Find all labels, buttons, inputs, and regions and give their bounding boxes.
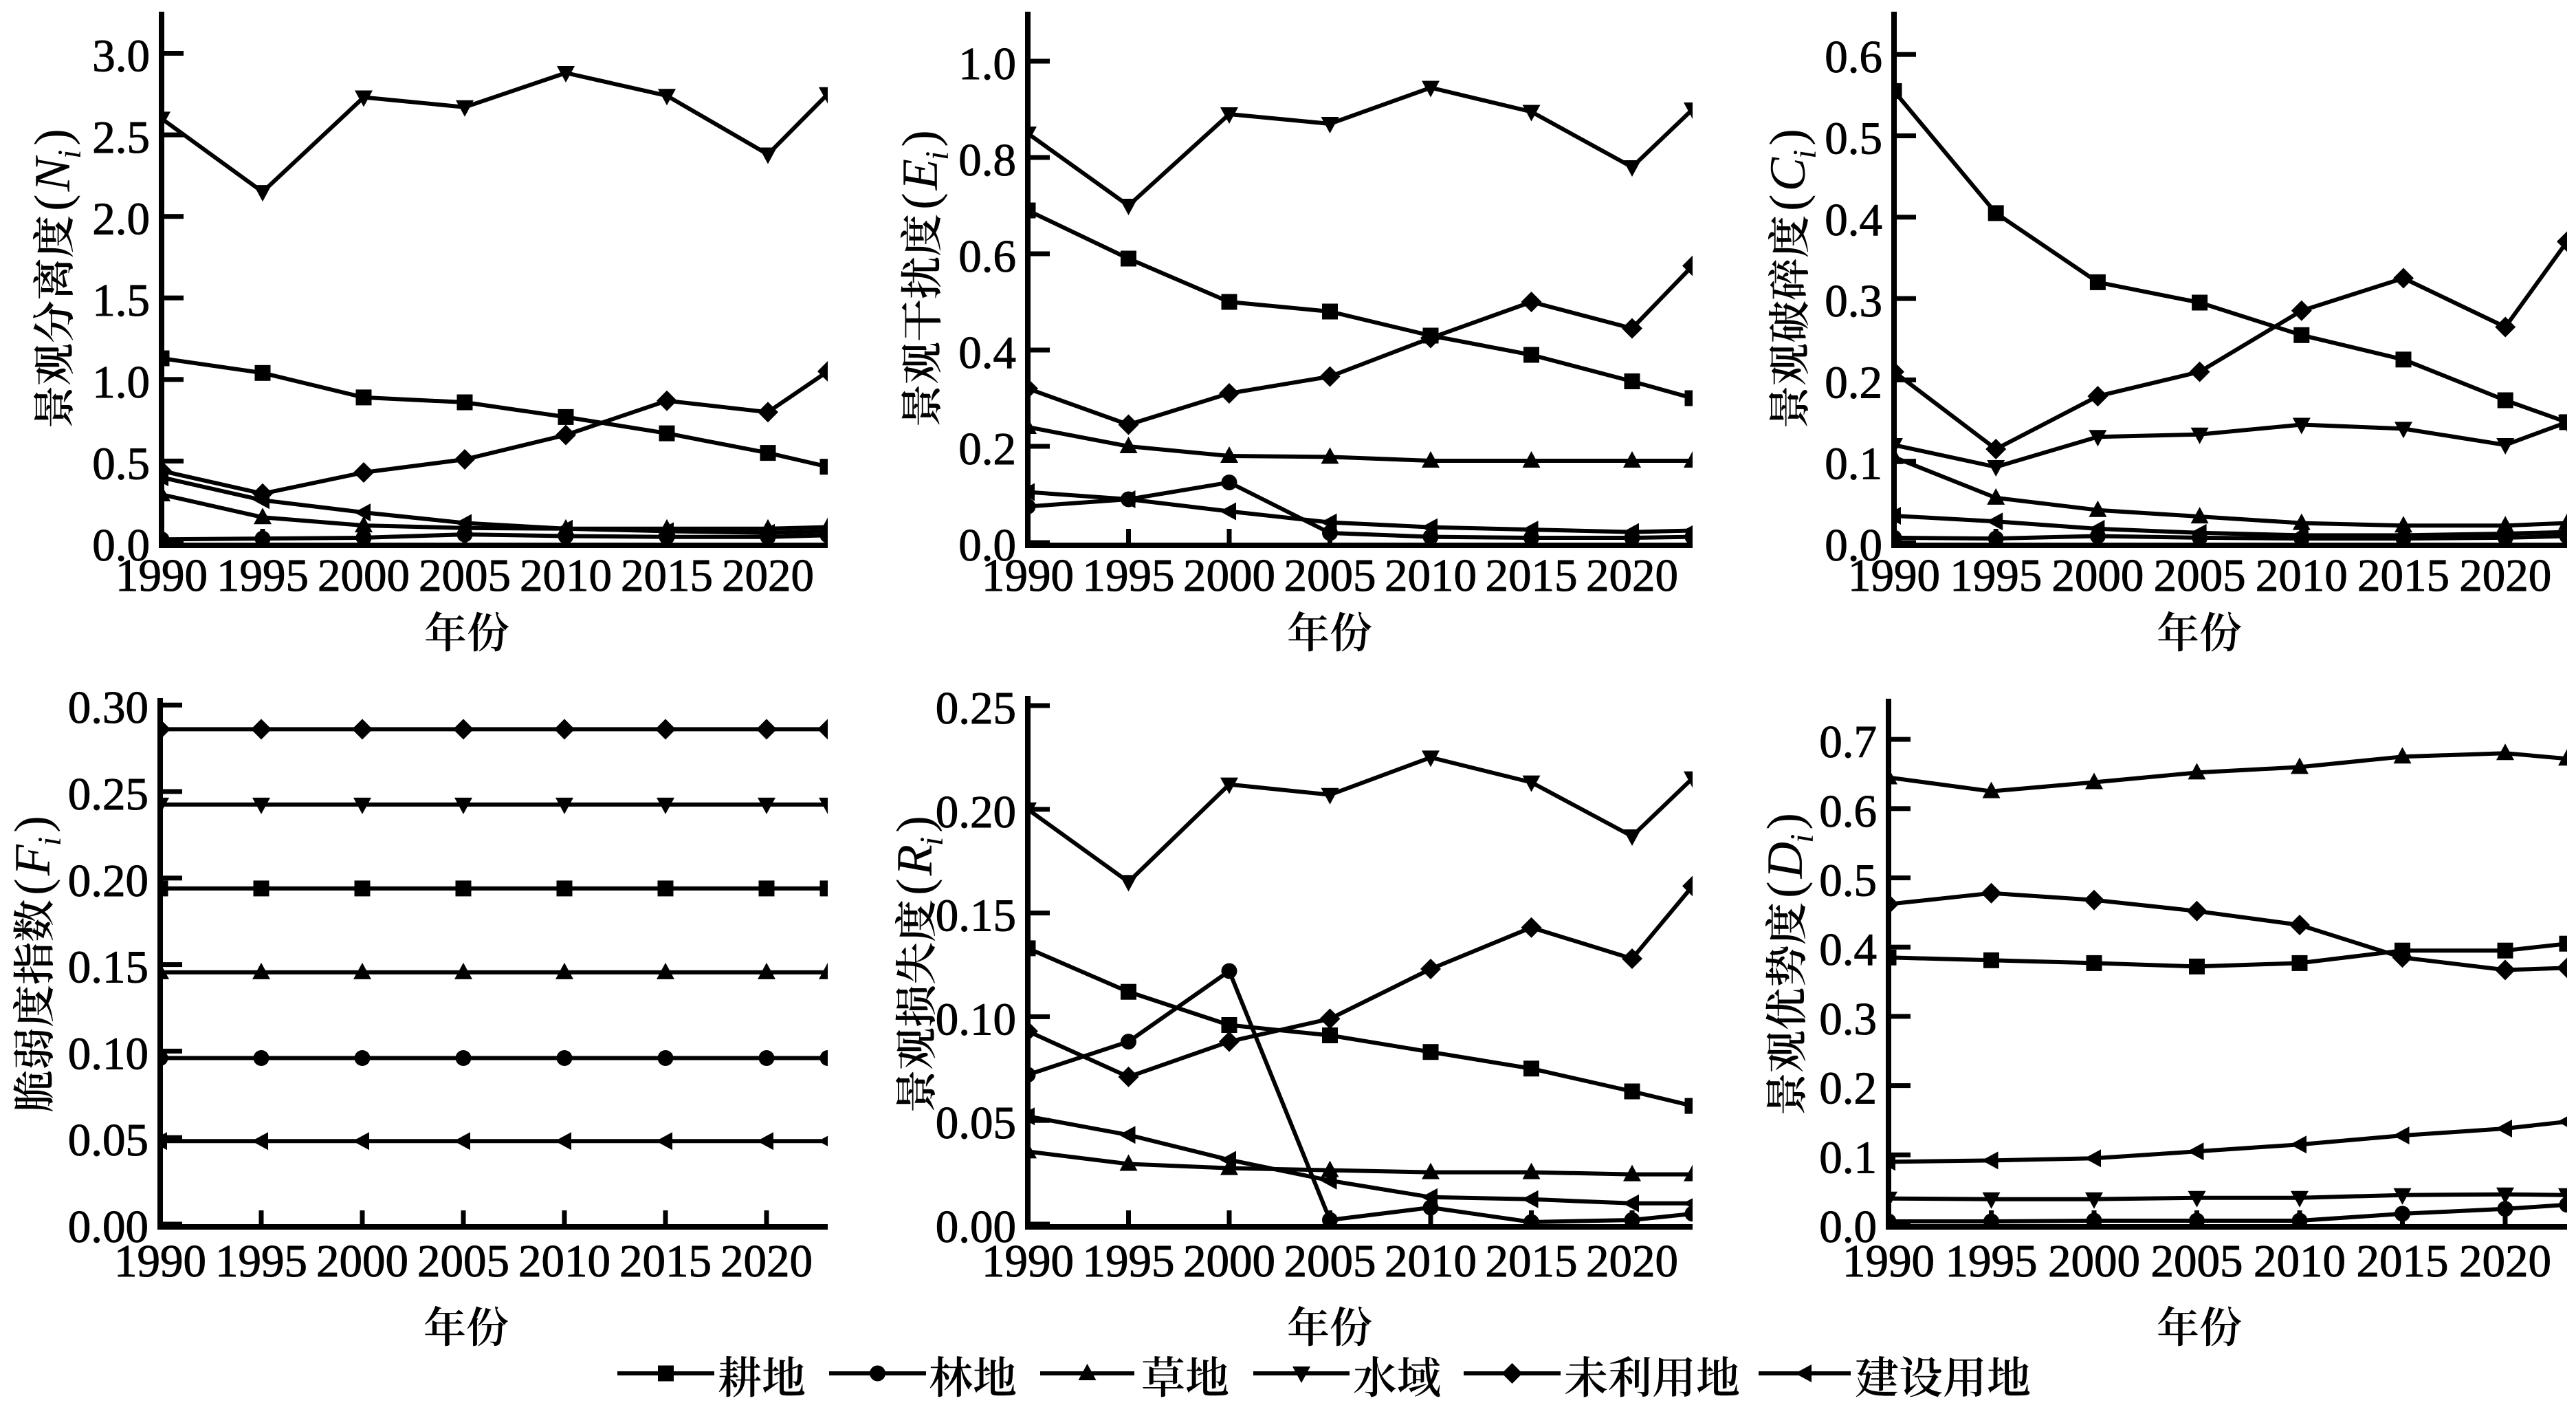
svg-text:0.0: 0.0: [1819, 1201, 1877, 1252]
svg-text:2010: 2010: [2256, 550, 2348, 601]
svg-text:2015: 2015: [619, 1236, 712, 1287]
svg-text:0.15: 0.15: [68, 942, 148, 993]
svg-text:1995: 1995: [1950, 550, 2042, 601]
svg-text:1.5: 1.5: [92, 275, 150, 326]
svg-text:2000: 2000: [2048, 1236, 2140, 1287]
svg-text:0.2: 0.2: [958, 424, 1016, 475]
svg-text:0.10: 0.10: [936, 994, 1016, 1045]
svg-text:2020: 2020: [722, 550, 814, 601]
svg-text:0.3: 0.3: [1819, 994, 1877, 1045]
svg-text:0.1: 0.1: [1819, 1132, 1877, 1183]
svg-text:0.5: 0.5: [92, 438, 150, 489]
svg-text:2020: 2020: [2459, 550, 2551, 601]
svg-text:0.3: 0.3: [1825, 276, 1882, 327]
svg-text:0.10: 0.10: [68, 1028, 148, 1079]
svg-text:0.05: 0.05: [936, 1098, 1016, 1148]
svg-text:0.05: 0.05: [68, 1115, 148, 1166]
svg-text:2005: 2005: [2154, 550, 2246, 601]
svg-text:1990: 1990: [1842, 1236, 1935, 1287]
svg-text:2020: 2020: [1586, 550, 1678, 601]
svg-text:0.8: 0.8: [958, 135, 1016, 186]
svg-text:2020: 2020: [1586, 1236, 1678, 1287]
svg-text:2005: 2005: [2151, 1236, 2243, 1287]
svg-text:0.20: 0.20: [936, 787, 1016, 838]
svg-text:2020: 2020: [2459, 1236, 2551, 1287]
svg-text:1990: 1990: [115, 550, 208, 601]
svg-text:0.4: 0.4: [1819, 924, 1877, 975]
svg-text:1995: 1995: [1946, 1236, 2038, 1287]
svg-text:2015: 2015: [1486, 1236, 1578, 1287]
svg-text:2000: 2000: [318, 550, 410, 601]
svg-text:2005: 2005: [419, 550, 511, 601]
svg-text:0.2: 0.2: [1825, 357, 1882, 408]
svg-text:1995: 1995: [215, 1236, 307, 1287]
svg-text:2.0: 2.0: [92, 194, 150, 245]
svg-text:0.4: 0.4: [1825, 195, 1882, 246]
svg-text:2010: 2010: [1385, 1236, 1477, 1287]
svg-text:0.4: 0.4: [958, 327, 1016, 378]
svg-text:0.5: 0.5: [1819, 856, 1877, 906]
svg-text:0.25: 0.25: [68, 769, 148, 820]
svg-text:2010: 2010: [520, 550, 612, 601]
svg-text:2.5: 2.5: [92, 112, 150, 163]
svg-text:0.6: 0.6: [1825, 32, 1882, 83]
svg-text:1995: 1995: [1083, 550, 1175, 601]
svg-text:1990: 1990: [982, 1236, 1074, 1287]
svg-text:1995: 1995: [1083, 1236, 1175, 1287]
svg-text:3.0: 3.0: [92, 31, 150, 82]
svg-text:1990: 1990: [982, 550, 1074, 601]
svg-text:2020: 2020: [720, 1236, 813, 1287]
svg-text:0.2: 0.2: [1819, 1063, 1877, 1114]
svg-text:0.15: 0.15: [936, 891, 1016, 941]
svg-text:0.0: 0.0: [1825, 520, 1882, 571]
svg-text:2000: 2000: [1183, 1236, 1275, 1287]
svg-text:2005: 2005: [1284, 1236, 1376, 1287]
svg-text:1.0: 1.0: [92, 357, 150, 408]
svg-text:0.0: 0.0: [958, 520, 1016, 571]
svg-text:2005: 2005: [417, 1236, 509, 1287]
svg-text:1990: 1990: [1848, 550, 1940, 601]
svg-text:2015: 2015: [2357, 550, 2450, 601]
svg-text:1995: 1995: [217, 550, 309, 601]
svg-text:2000: 2000: [1183, 550, 1275, 601]
svg-text:2000: 2000: [316, 1236, 408, 1287]
svg-text:2010: 2010: [2254, 1236, 2346, 1287]
svg-text:0.25: 0.25: [936, 683, 1016, 734]
svg-text:2015: 2015: [621, 550, 713, 601]
svg-text:1990: 1990: [114, 1236, 206, 1287]
svg-text:0.6: 0.6: [958, 231, 1016, 282]
svg-text:0.0: 0.0: [92, 520, 150, 571]
svg-text:1.0: 1.0: [958, 39, 1016, 89]
svg-text:0.00: 0.00: [68, 1201, 148, 1252]
svg-text:2015: 2015: [2357, 1236, 2449, 1287]
svg-text:0.5: 0.5: [1825, 113, 1882, 164]
svg-text:0.30: 0.30: [68, 682, 148, 733]
svg-text:0.6: 0.6: [1819, 786, 1877, 837]
svg-text:2005: 2005: [1284, 550, 1376, 601]
svg-text:0.20: 0.20: [68, 856, 148, 906]
svg-text:2010: 2010: [1385, 550, 1477, 601]
svg-text:2010: 2010: [518, 1236, 610, 1287]
svg-text:2015: 2015: [1486, 550, 1578, 601]
svg-text:0.00: 0.00: [936, 1201, 1016, 1252]
svg-text:2000: 2000: [2051, 550, 2144, 601]
svg-text:0.1: 0.1: [1825, 439, 1882, 490]
svg-text:0.7: 0.7: [1819, 717, 1877, 767]
